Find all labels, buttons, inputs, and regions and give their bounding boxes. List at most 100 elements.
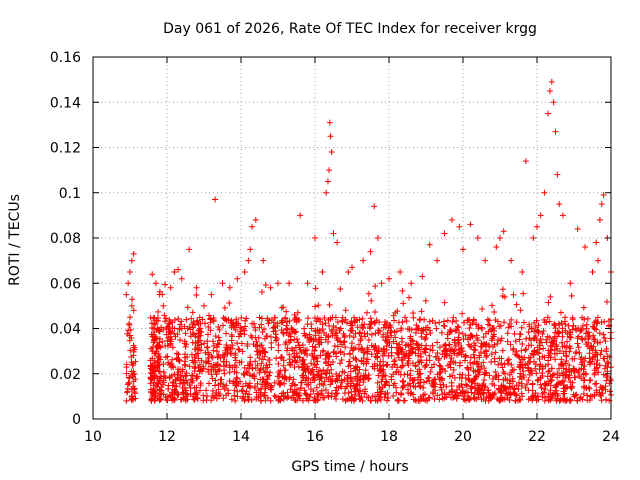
data-point [130, 373, 137, 380]
data-point [554, 345, 561, 352]
data-point [319, 268, 326, 275]
data-point [289, 380, 296, 387]
data-point [567, 345, 574, 352]
data-point [264, 394, 271, 401]
data-point [448, 216, 455, 223]
data-point [162, 281, 169, 288]
data-point [372, 343, 379, 350]
data-point [341, 332, 348, 339]
data-point [525, 396, 532, 403]
data-point [255, 387, 262, 394]
data-point [199, 316, 206, 323]
data-point [175, 351, 182, 358]
data-point [129, 362, 136, 369]
data-point [270, 325, 277, 332]
data-point [193, 284, 200, 291]
data-point [484, 387, 491, 394]
x-tick-label: 12 [158, 429, 176, 445]
data-point [447, 326, 454, 333]
data-point [574, 225, 581, 232]
data-point [201, 340, 208, 347]
data-point [338, 356, 345, 363]
data-point [166, 392, 173, 399]
data-point [450, 314, 457, 321]
data-point [519, 393, 526, 400]
data-point [582, 330, 589, 337]
data-point [599, 384, 606, 391]
data-point [309, 366, 316, 373]
data-point [458, 375, 465, 382]
data-point [501, 396, 508, 403]
data-point [513, 301, 520, 308]
data-point [427, 329, 434, 336]
data-point [471, 340, 478, 347]
data-point [523, 335, 530, 342]
data-point [164, 353, 171, 360]
data-point [216, 326, 223, 333]
data-point [432, 387, 439, 394]
data-point [580, 304, 587, 311]
data-point [182, 343, 189, 350]
data-point [465, 341, 472, 348]
data-point [412, 363, 419, 370]
y-tick-label: 0.12 [50, 141, 81, 157]
data-point [505, 360, 512, 367]
data-point [178, 275, 185, 282]
data-point [357, 329, 364, 336]
data-point [372, 283, 379, 290]
data-point [284, 326, 291, 333]
data-point [267, 386, 274, 393]
data-point [292, 358, 299, 365]
data-point [525, 367, 532, 374]
data-point [205, 355, 212, 362]
data-point [336, 327, 343, 334]
data-point [459, 310, 466, 317]
data-point [377, 390, 384, 397]
data-point [201, 302, 207, 309]
data-point [436, 362, 443, 369]
data-point [275, 280, 281, 287]
data-point [151, 357, 158, 364]
data-point [567, 379, 574, 386]
data-point [351, 318, 358, 325]
data-point [534, 349, 541, 356]
data-point [414, 341, 421, 348]
data-point [596, 216, 603, 223]
data-point [604, 374, 611, 381]
data-point [208, 397, 215, 404]
data-point [461, 319, 468, 326]
data-point [408, 280, 415, 287]
data-point [441, 318, 448, 325]
data-point [562, 327, 569, 334]
data-point [287, 386, 294, 393]
data-point [276, 371, 283, 378]
data-point [155, 308, 162, 315]
data-point [607, 376, 614, 383]
data-point [591, 338, 598, 345]
data-point [262, 349, 269, 356]
data-point [123, 389, 130, 396]
data-point [375, 347, 382, 354]
data-point [505, 324, 512, 331]
data-point [365, 394, 372, 401]
data-point [170, 379, 177, 386]
data-point [541, 189, 548, 196]
data-point [312, 303, 319, 310]
data-point [290, 394, 297, 401]
data-point [545, 368, 552, 375]
data-point [541, 316, 548, 323]
data-point [429, 317, 436, 324]
y-axis-ticks: 0 0.02 0.04 0.06 0.08 0.1 0.12 0.14 0.16 [50, 50, 611, 428]
data-point [498, 355, 505, 362]
data-point [123, 370, 130, 377]
data-point [497, 235, 503, 241]
data-point [529, 380, 536, 387]
data-point [263, 368, 270, 375]
data-point [426, 241, 433, 248]
data-point [286, 280, 293, 287]
data-point [205, 380, 212, 387]
data-point [495, 361, 502, 368]
data-point [148, 345, 155, 352]
data-point [306, 331, 313, 338]
data-point [340, 339, 347, 346]
